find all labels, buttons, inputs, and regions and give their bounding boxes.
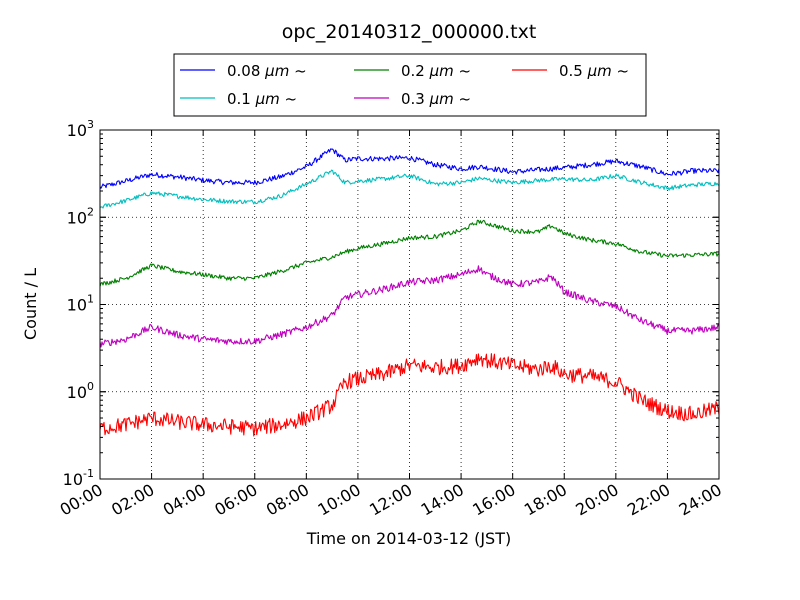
x-tick-label: 06:00 bbox=[211, 480, 260, 520]
legend-label: 0.08 μm ~ bbox=[227, 62, 307, 80]
y-tick-label: 100 bbox=[67, 380, 94, 402]
chart-title: opc_20140312_000000.txt bbox=[282, 21, 537, 43]
y-tick-label: 102 bbox=[67, 205, 94, 227]
legend-label: 0.3 μm ~ bbox=[401, 90, 471, 108]
y-tick-label: 10-1 bbox=[63, 467, 94, 489]
legend-label: 0.5 μm ~ bbox=[559, 62, 629, 80]
x-axis-label: Time on 2014-03-12 (JST) bbox=[306, 529, 511, 548]
series-line-0.2 bbox=[99, 219, 720, 287]
series-line-0.1 bbox=[99, 169, 720, 209]
x-tick-label: 10:00 bbox=[314, 480, 363, 520]
series-line-0.08 bbox=[99, 148, 720, 189]
x-tick-labels: 00:00 02:00 04:00 06:00 08:00 10:00 12:00 14:00… bbox=[57, 480, 725, 520]
legend-label: 0.2 μm ~ bbox=[401, 62, 471, 80]
x-tick-label: 04:00 bbox=[160, 480, 209, 520]
legend-box bbox=[173, 53, 647, 117]
x-tick-label: 24:00 bbox=[676, 480, 725, 520]
grid bbox=[100, 130, 719, 479]
x-tick-label: 12:00 bbox=[366, 480, 415, 520]
y-axis-label: Count / L bbox=[21, 268, 40, 340]
y-tick-labels: 10-1 100 101 102 103 bbox=[63, 118, 94, 489]
y-tick-label: 101 bbox=[67, 293, 94, 315]
x-tick-label: 08:00 bbox=[263, 480, 312, 520]
series-line-0.5 bbox=[99, 353, 720, 437]
legend: 0.08 μm ~ 0.1 μm ~ 0.2 μm ~ 0.3 μm ~ 0.5 μm … bbox=[173, 53, 647, 117]
x-tick-label: 16:00 bbox=[469, 480, 518, 520]
y-tick-label: 103 bbox=[67, 118, 94, 140]
series-line-0.3 bbox=[99, 265, 720, 348]
legend-label: 0.1 μm ~ bbox=[227, 90, 297, 108]
x-tick-label: 18:00 bbox=[521, 480, 570, 520]
x-tick-label: 14:00 bbox=[418, 480, 467, 520]
series-lines bbox=[99, 148, 720, 437]
x-tick-label: 02:00 bbox=[108, 480, 157, 520]
x-tick-label: 20:00 bbox=[572, 480, 621, 520]
ticks bbox=[99, 129, 720, 480]
x-tick-label: 22:00 bbox=[624, 480, 673, 520]
